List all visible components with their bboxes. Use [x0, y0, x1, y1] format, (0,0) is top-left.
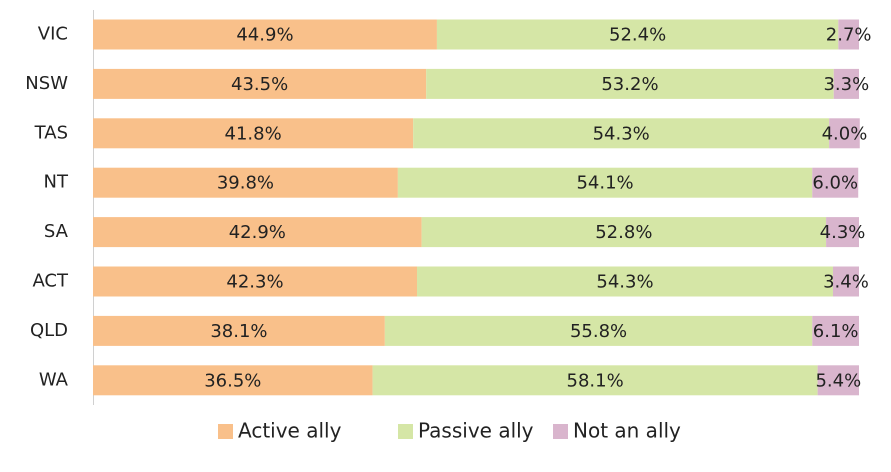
- legend-swatch: [218, 424, 233, 439]
- bar-segment: [832, 266, 859, 297]
- y-tick-label: ACT: [32, 271, 69, 292]
- data-label: 54.3%: [593, 123, 650, 144]
- bar-segment: [93, 217, 422, 248]
- data-label: 6.0%: [812, 173, 858, 194]
- y-tick-label: NT: [44, 172, 69, 193]
- bar-segment: [829, 118, 860, 149]
- bar-segment: [397, 167, 813, 198]
- data-label: 5.4%: [815, 370, 861, 391]
- data-label: 52.4%: [609, 25, 666, 46]
- bar-segment: [413, 118, 830, 149]
- legend-label: Passive ally: [418, 419, 534, 443]
- y-tick-label: SA: [44, 221, 69, 242]
- data-label: 3.3%: [823, 74, 869, 95]
- data-label: 44.9%: [236, 25, 293, 46]
- data-label: 3.4%: [823, 272, 869, 293]
- bar-segment: [93, 365, 373, 396]
- bar-segment: [812, 167, 859, 198]
- data-label: 52.8%: [595, 222, 652, 243]
- data-label: 39.8%: [217, 173, 274, 194]
- bar-segment: [93, 118, 414, 149]
- y-tick-label: VIC: [38, 24, 68, 45]
- data-label: 38.1%: [210, 321, 267, 342]
- bar-segment: [384, 315, 813, 346]
- data-label: 53.2%: [601, 74, 658, 95]
- data-label: 42.3%: [226, 272, 283, 293]
- legend-swatch: [398, 424, 413, 439]
- data-label: 41.8%: [225, 123, 282, 144]
- data-label: 58.1%: [567, 370, 624, 391]
- data-label: 36.5%: [204, 370, 261, 391]
- bar-segment: [421, 217, 827, 248]
- bar-segment: [93, 167, 398, 198]
- legend-label: Not an ally: [573, 419, 681, 443]
- bar-segment: [93, 315, 385, 346]
- bar-segment: [372, 365, 818, 396]
- data-label: 2.7%: [826, 25, 872, 46]
- data-label: 6.1%: [813, 321, 859, 342]
- bar-segment: [93, 19, 437, 50]
- bar-segment: [93, 68, 427, 99]
- y-tick-label: NSW: [25, 73, 68, 94]
- data-label: 54.3%: [596, 272, 653, 293]
- data-label: 42.9%: [229, 222, 286, 243]
- bar-segment: [817, 365, 859, 396]
- bar-segment: [436, 19, 839, 50]
- legend-swatch: [553, 424, 568, 439]
- data-label: 4.0%: [822, 123, 868, 144]
- data-label: 43.5%: [231, 74, 288, 95]
- y-tick-label: WA: [39, 369, 69, 390]
- bar-segment: [812, 315, 859, 346]
- y-tick-label: TAS: [34, 122, 68, 143]
- data-label: 4.3%: [820, 222, 866, 243]
- data-label: 54.1%: [576, 173, 633, 194]
- legend-label: Active ally: [238, 419, 342, 443]
- y-tick-label: QLD: [30, 320, 68, 341]
- bar-segment: [417, 266, 833, 297]
- bar-segment: [838, 19, 859, 50]
- bar-segment: [93, 266, 418, 297]
- bar-segment: [833, 68, 859, 99]
- data-label: 55.8%: [570, 321, 627, 342]
- bar-segment: [826, 217, 859, 248]
- bar-segment: [426, 68, 834, 99]
